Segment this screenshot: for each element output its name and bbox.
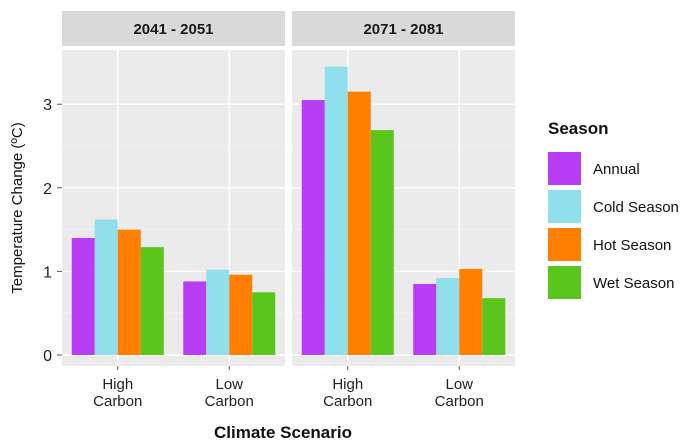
bar-annual bbox=[413, 283, 437, 355]
legend-swatch bbox=[548, 266, 581, 299]
x-tick-label: Carbon bbox=[323, 393, 372, 410]
bar-cold-season bbox=[436, 278, 460, 355]
x-tick-label: Carbon bbox=[435, 393, 484, 410]
y-tick-label: 0 bbox=[43, 348, 52, 365]
x-tick-label: Low bbox=[445, 376, 473, 393]
bar-wet-season bbox=[482, 298, 506, 355]
y-axis: 0 1 2 3 bbox=[43, 97, 62, 365]
x-tick-label: High bbox=[102, 376, 133, 393]
x-tick-label: Carbon bbox=[93, 393, 142, 410]
y-axis-title: Temperature Change (ºC) bbox=[9, 122, 26, 293]
bar-hot-season bbox=[229, 274, 253, 355]
legend-item: Annual bbox=[548, 152, 640, 185]
legend-title: Season bbox=[548, 119, 608, 138]
bar-annual bbox=[301, 100, 325, 356]
bar-hot-season bbox=[459, 268, 483, 355]
legend: Season Annual Cold Season Hot Season Wet Sea… bbox=[548, 119, 679, 299]
bar-annual bbox=[183, 281, 207, 355]
legend-swatch bbox=[548, 152, 581, 185]
legend-item: Cold Season bbox=[548, 190, 679, 223]
y-tick-label: 3 bbox=[43, 97, 52, 114]
bar-cold-season bbox=[324, 66, 348, 355]
x-tick-label: Carbon bbox=[205, 393, 254, 410]
bar-wet-season bbox=[370, 130, 394, 355]
bar-wet-season bbox=[140, 247, 164, 355]
legend-label: Annual bbox=[593, 161, 640, 178]
legend-label: Wet Season bbox=[593, 275, 674, 292]
legend-item: Wet Season bbox=[548, 266, 674, 299]
facet-title: 2041 - 2051 bbox=[133, 21, 213, 38]
bar-annual bbox=[71, 237, 95, 355]
x-tick-label: Low bbox=[215, 376, 243, 393]
bar-cold-season bbox=[94, 219, 118, 355]
bar-cold-season bbox=[206, 269, 230, 355]
facet-strip bbox=[292, 11, 515, 46]
legend-swatch bbox=[548, 228, 581, 261]
bar-wet-season bbox=[252, 292, 276, 355]
legend-swatch bbox=[548, 190, 581, 223]
y-tick-label: 2 bbox=[43, 181, 52, 198]
x-tick-label: High bbox=[332, 376, 363, 393]
legend-label: Cold Season bbox=[593, 199, 679, 216]
facet-title: 2071 - 2081 bbox=[363, 21, 443, 38]
facet-strip bbox=[62, 11, 285, 46]
x-axis-title: Climate Scenario bbox=[214, 423, 352, 442]
legend-label: Hot Season bbox=[593, 237, 671, 254]
bar-hot-season bbox=[117, 229, 141, 355]
y-tick-label: 1 bbox=[43, 264, 52, 281]
bar-hot-season bbox=[347, 91, 371, 355]
legend-item: Hot Season bbox=[548, 228, 671, 261]
